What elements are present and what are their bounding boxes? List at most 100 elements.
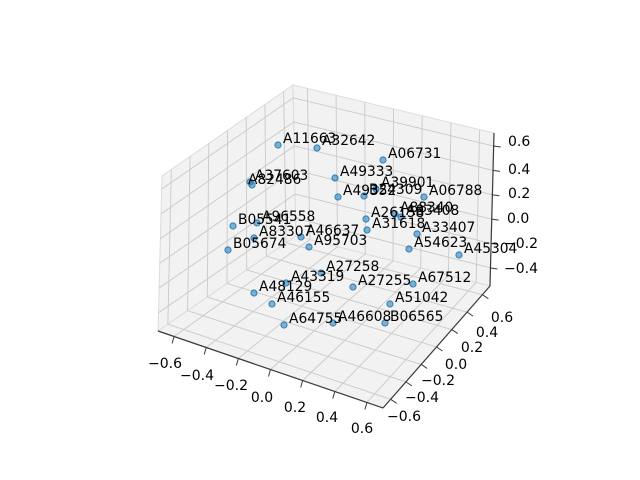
point-label: B06565: [390, 309, 443, 325]
x-gridline-wall: [335, 95, 339, 247]
data-point: [379, 156, 387, 164]
data-point: [420, 193, 428, 201]
point-label: A67512: [418, 270, 471, 286]
z-gridline-right: [293, 97, 494, 147]
x-tick-label: 0.2: [284, 400, 306, 416]
y-gridline-wall: [206, 143, 210, 298]
y-tick-mark: [420, 364, 428, 369]
data-point: [363, 226, 371, 234]
data-point: [360, 192, 368, 200]
point-label: A51042: [395, 290, 448, 306]
y-gridline-floor: [187, 310, 407, 383]
point-label: A39901: [381, 175, 434, 191]
y-gridline-floor: [286, 242, 483, 296]
point-label: A31618: [372, 216, 425, 232]
data-point: [409, 280, 417, 288]
y-gridline-wall: [245, 117, 248, 270]
z-tick-mark: [492, 194, 500, 197]
data-point: [362, 215, 370, 223]
data-point: [282, 279, 290, 287]
point-label: A49333: [340, 164, 393, 180]
x-gridline-wall: [420, 115, 423, 269]
y-gridline-floor: [246, 269, 452, 331]
x-gridline-wall: [447, 122, 452, 276]
x-tick-mark: [364, 402, 368, 410]
x-gridline-wall: [392, 108, 394, 262]
data-point: [248, 181, 256, 189]
z-gridline-left: [160, 145, 295, 239]
point-label: B24309: [369, 182, 422, 198]
data-point: [224, 246, 232, 254]
point-label: A37603: [255, 168, 308, 184]
point-label: A82486: [248, 172, 301, 188]
y-gridline-wall: [226, 130, 228, 284]
point-label: A95703: [314, 233, 367, 249]
z-gridline-left: [159, 169, 295, 264]
z-tick-mark: [491, 243, 499, 246]
x-tick-mark: [171, 336, 175, 344]
data-point: [229, 222, 237, 230]
x-tick-label: 0.0: [251, 390, 273, 406]
point-label: A83307: [259, 224, 312, 240]
data-point: [250, 234, 258, 242]
y-tick-mark: [405, 381, 413, 387]
x-tick-label: −0.6: [148, 356, 182, 372]
data-point: [334, 193, 342, 201]
point-label: A64755: [289, 311, 342, 327]
y-tick-label: 0.6: [491, 310, 513, 326]
point-label: A49352: [343, 183, 396, 199]
x-tick-mark: [203, 347, 207, 355]
data-point: [250, 289, 258, 297]
y-tick-label: −0.2: [421, 373, 455, 389]
y-gridline-wall: [283, 91, 287, 243]
data-point: [274, 141, 282, 149]
z-tick-mark: [492, 169, 501, 172]
data-point: [305, 243, 313, 251]
y-tick-label: 0.0: [445, 357, 467, 373]
data-point: [329, 319, 337, 327]
data-point: [297, 233, 305, 241]
y-gridline-floor: [266, 255, 468, 313]
z-tick-mark: [490, 267, 498, 270]
y-tick-label: 0.4: [476, 325, 498, 341]
y-gridline-floor: [167, 323, 391, 400]
point-label: B05541: [238, 212, 291, 228]
data-point: [386, 300, 394, 308]
point-label: A11663: [283, 131, 336, 147]
point-label: A33407: [422, 220, 475, 236]
z-gridline-left: [161, 97, 294, 190]
y-gridline-wall: [187, 156, 191, 311]
y-tick-label: −0.6: [387, 409, 421, 425]
z-tick-label: −0.4: [504, 261, 538, 277]
data-point: [413, 230, 421, 238]
z-gridline-left: [158, 193, 296, 289]
point-label: A27258: [326, 259, 379, 275]
point-label: A83408: [406, 203, 459, 219]
z-gridline-right: [293, 121, 494, 171]
y-tick-mark: [390, 398, 397, 404]
data-point: [280, 321, 288, 329]
point-label: A32642: [322, 133, 375, 149]
point-label: B05674: [233, 236, 286, 252]
y-gridline-wall: [264, 104, 267, 257]
x-tick-label: 0.4: [316, 410, 338, 426]
x-gridline-wall: [306, 88, 311, 240]
z-tick-mark: [491, 218, 499, 221]
data-point: [397, 213, 405, 221]
point-label: A45304: [464, 241, 517, 257]
data-point: [391, 210, 399, 218]
z-gridline-left: [160, 121, 294, 215]
data-point: [405, 245, 413, 253]
z-gridline-right: [294, 169, 492, 220]
data-point: [253, 219, 261, 227]
z-gridline-right: [295, 217, 491, 269]
x-tick-label: −0.2: [214, 378, 248, 394]
y-gridline-wall: [167, 169, 172, 325]
point-label: A46637: [306, 223, 359, 239]
y-tick-mark: [482, 294, 489, 300]
point-label: A27255: [358, 273, 411, 289]
point-label: A43319: [291, 269, 344, 285]
z-gridline-right: [295, 193, 492, 244]
z-gridline-right: [294, 145, 493, 196]
